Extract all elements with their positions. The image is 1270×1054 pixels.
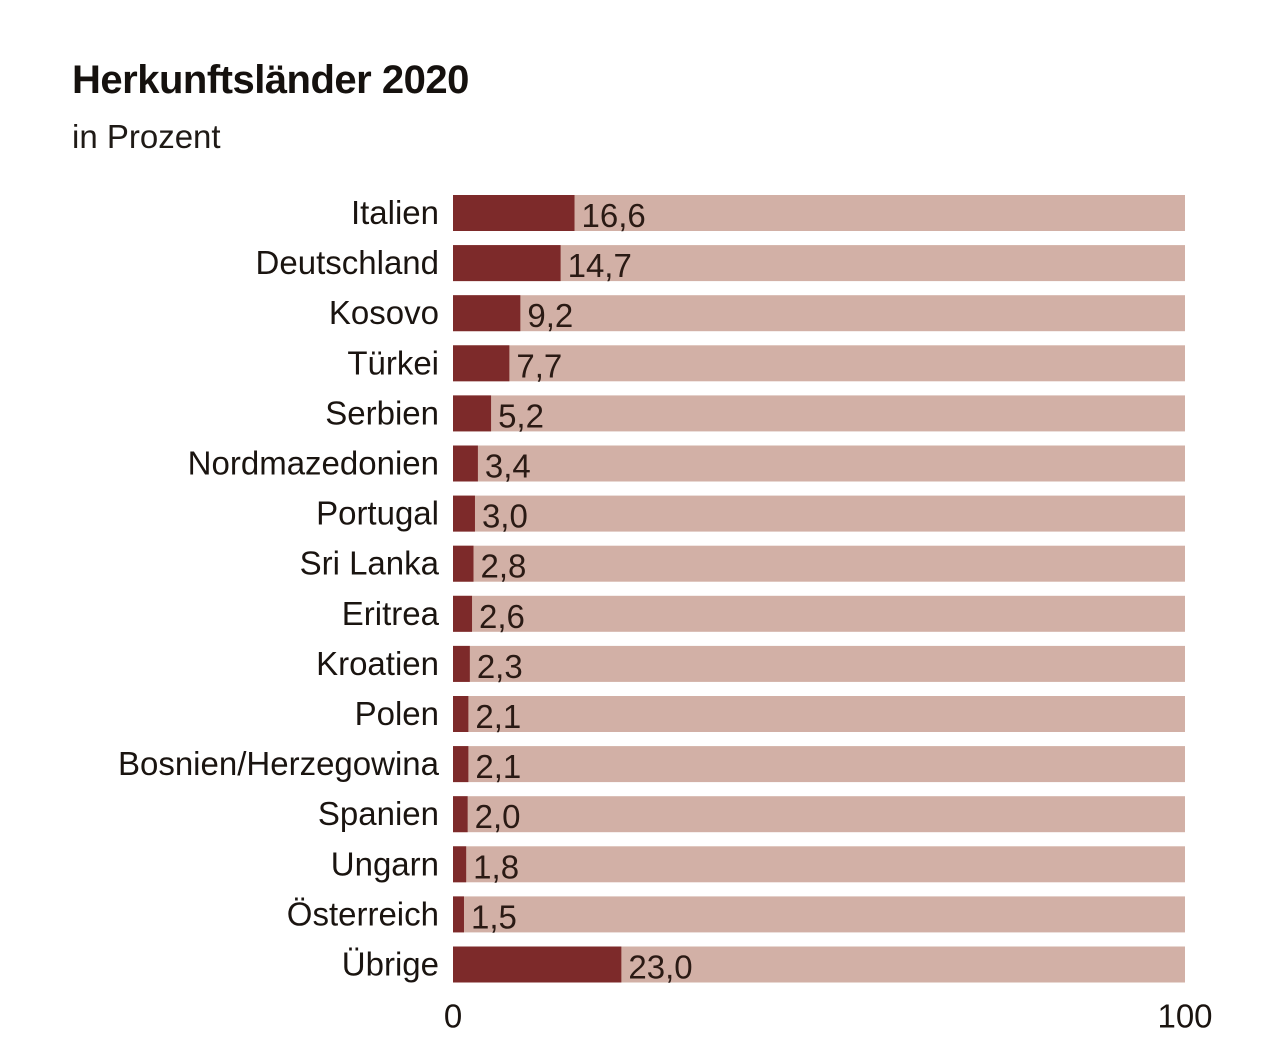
- category-label: Bosnien/Herzegowina: [118, 745, 440, 782]
- category-label: Sri Lanka: [300, 545, 440, 582]
- bar: [453, 495, 475, 532]
- bar-track: [453, 295, 1185, 332]
- bar-track: [453, 696, 1185, 732]
- bar-track: [453, 796, 1185, 833]
- value-label: 5,2: [498, 397, 544, 434]
- bar: [453, 746, 469, 783]
- bar: [453, 245, 561, 282]
- category-label: Eritrea: [342, 595, 440, 632]
- value-label: 3,0: [482, 498, 528, 535]
- x-tick-label: 0: [444, 998, 462, 1035]
- value-label: 2,0: [475, 798, 521, 835]
- category-label: Kosovo: [329, 294, 439, 331]
- bar-track: [453, 595, 1185, 632]
- value-label: 16,6: [582, 197, 646, 234]
- category-label: Ungarn: [331, 845, 439, 882]
- bar: [453, 946, 622, 983]
- category-label: Nordmazedonien: [188, 445, 439, 482]
- bar-track: [453, 545, 1185, 582]
- bar: [453, 696, 469, 732]
- value-label: 7,7: [516, 347, 562, 384]
- value-label: 23,0: [628, 949, 692, 986]
- bar-track: [453, 395, 1185, 432]
- bar-track: [453, 445, 1185, 482]
- bar: [453, 295, 521, 332]
- category-label: Italien: [351, 194, 439, 231]
- value-label: 2,1: [475, 698, 521, 735]
- bar: [453, 545, 474, 582]
- chart-title: Herkunftsländer 2020: [72, 58, 469, 102]
- value-label: 2,6: [479, 598, 525, 635]
- bar: [453, 796, 468, 833]
- x-tick-label: 100: [1157, 998, 1212, 1035]
- bar-track: [453, 195, 1185, 231]
- bar-track: [453, 645, 1185, 682]
- value-label: 1,8: [473, 848, 519, 885]
- value-label: 2,8: [480, 548, 526, 585]
- category-label: Übrige: [342, 946, 439, 983]
- bar: [453, 195, 575, 231]
- category-label: Polen: [355, 695, 439, 732]
- category-label: Serbien: [325, 394, 439, 431]
- value-label: 1,5: [471, 898, 517, 935]
- bar-track: [453, 245, 1185, 282]
- bar: [453, 645, 470, 682]
- bar: [453, 395, 492, 432]
- bar: [453, 345, 510, 382]
- category-label: Spanien: [318, 795, 439, 832]
- bar: [453, 595, 473, 632]
- bar: [453, 445, 478, 482]
- value-label: 2,1: [475, 748, 521, 785]
- category-label: Österreich: [287, 895, 439, 932]
- bar-track: [453, 896, 1185, 933]
- bar: [453, 846, 467, 883]
- category-label: Deutschland: [256, 244, 439, 281]
- value-label: 9,2: [527, 297, 573, 334]
- category-label: Kroatien: [316, 645, 439, 682]
- value-label: 2,3: [477, 648, 523, 685]
- chart-subtitle: in Prozent: [72, 118, 221, 155]
- category-label: Türkei: [347, 344, 439, 381]
- bar-track: [453, 846, 1185, 883]
- bar: [453, 896, 464, 933]
- bar-track: [453, 746, 1185, 783]
- value-label: 14,7: [568, 247, 632, 284]
- value-label: 3,4: [485, 448, 531, 485]
- bar-track: [453, 495, 1185, 532]
- category-label: Portugal: [316, 495, 439, 532]
- bar-track: [453, 345, 1185, 382]
